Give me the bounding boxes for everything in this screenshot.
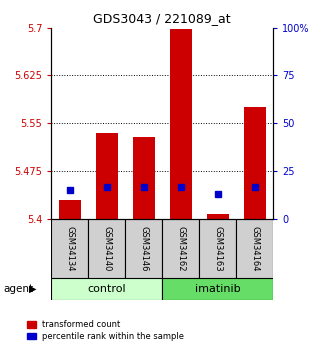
Text: GSM34162: GSM34162 [176,226,185,271]
Bar [244,107,266,219]
Text: ▶: ▶ [29,284,36,294]
Text: GSM34146: GSM34146 [139,226,148,271]
Bar [199,219,236,278]
Text: GSM34140: GSM34140 [102,226,111,271]
Bar [51,278,162,300]
Text: GSM34163: GSM34163 [213,226,222,271]
Text: GSM34164: GSM34164 [250,226,259,271]
Text: agent: agent [3,284,33,294]
Text: imatinib: imatinib [195,284,240,294]
Text: GDS3043 / 221089_at: GDS3043 / 221089_at [93,12,231,25]
Bar [59,200,81,219]
Legend: transformed count, percentile rank within the sample: transformed count, percentile rank withi… [27,321,184,341]
Bar [169,29,192,219]
Text: control: control [87,284,126,294]
Bar [88,219,125,278]
Bar [162,278,273,300]
Text: GSM34134: GSM34134 [65,226,74,271]
Bar [125,219,162,278]
Bar [96,133,118,219]
Bar [236,219,273,278]
Bar [162,219,199,278]
Bar [133,137,155,219]
Bar [51,219,88,278]
Bar [207,214,229,219]
